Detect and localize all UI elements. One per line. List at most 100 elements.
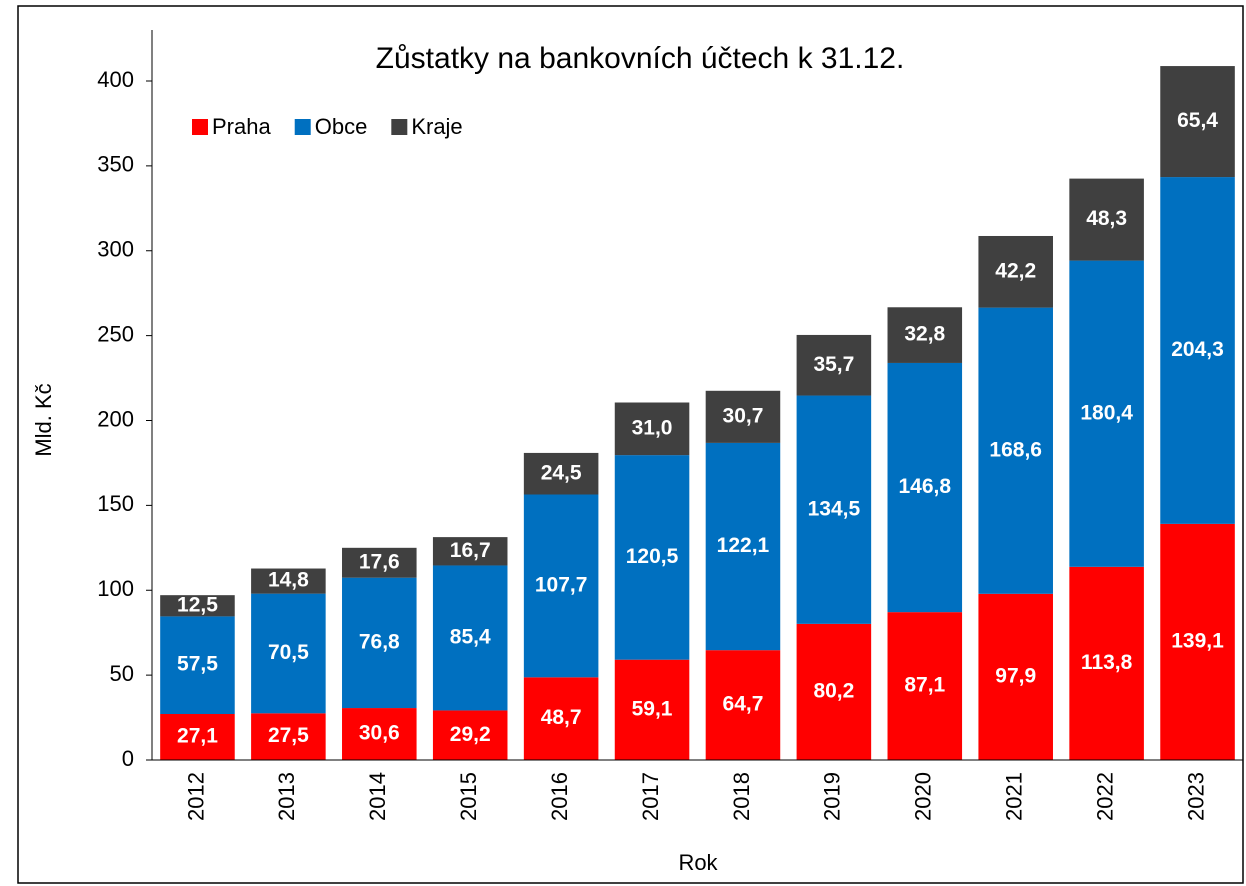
bar-segment (523, 677, 599, 760)
legend-swatch (192, 119, 208, 135)
x-tick-label: 2012 (183, 772, 208, 821)
data-label: 27,5 (268, 724, 309, 747)
bar-segment (432, 710, 508, 760)
bar-segment (160, 616, 235, 714)
legend-swatch (294, 119, 311, 135)
data-label: 139,1 (1171, 629, 1224, 652)
data-label: 204,3 (1171, 338, 1224, 361)
bar-segment (978, 593, 1053, 760)
data-label: 32,8 (904, 323, 945, 346)
data-label: 35,7 (813, 353, 854, 376)
legend-label: Praha (212, 114, 271, 139)
y-tick-label: 250 (97, 321, 134, 346)
bar-segment (705, 390, 781, 443)
bar-segment (251, 593, 326, 714)
data-label: 122,1 (717, 534, 770, 557)
bar-segment (614, 659, 690, 760)
data-label: 65,4 (1177, 109, 1218, 132)
bar-segment (1160, 66, 1235, 178)
y-tick-label: 400 (97, 67, 134, 92)
bar-segment (705, 442, 781, 651)
bar-segment (887, 612, 963, 760)
y-tick-label: 350 (97, 152, 134, 177)
x-tick-label: 2016 (547, 772, 572, 821)
bar-segment (1160, 523, 1235, 760)
data-label: 24,5 (541, 461, 582, 484)
data-label: 16,7 (450, 539, 491, 562)
data-label: 30,7 (723, 404, 764, 427)
bar-segment (342, 708, 417, 760)
data-label: 87,1 (904, 674, 945, 697)
x-tick-label: 2014 (365, 772, 390, 821)
y-tick-label: 0 (122, 746, 134, 771)
bar-segment (614, 455, 690, 660)
bar-segment (705, 650, 781, 760)
bar-segment (432, 565, 508, 711)
bar-segment (796, 395, 872, 624)
data-label: 30,6 (359, 722, 400, 745)
data-label: 31,0 (632, 416, 673, 439)
x-tick-label: 2019 (820, 772, 845, 821)
chart-title: Zůstatky na bankovních účtech k 31.12. (376, 42, 905, 75)
bar-segment (978, 307, 1053, 594)
data-label: 14,8 (268, 569, 309, 592)
y-tick-label: 200 (97, 406, 134, 431)
bar-segment (523, 494, 599, 678)
x-tick-label: 2015 (456, 772, 481, 821)
x-tick-label: 2017 (638, 772, 663, 821)
x-tick-label: 2022 (1092, 772, 1117, 821)
x-tick-label: 2013 (274, 772, 299, 821)
bar-segment (796, 623, 872, 760)
bar-segment (251, 568, 326, 594)
bar-segment (251, 713, 326, 760)
x-tick-label: 2021 (1002, 772, 1027, 821)
legend-label: Kraje (411, 114, 462, 139)
y-tick-label: 50 (110, 661, 134, 686)
data-label: 64,7 (723, 693, 764, 716)
y-tick-label: 150 (97, 491, 134, 516)
bar-segment (342, 547, 417, 578)
bar-segment (160, 595, 235, 617)
x-tick-label: 2020 (911, 772, 936, 821)
x-tick-label: 2023 (1183, 772, 1208, 821)
data-label: 57,5 (177, 653, 218, 676)
data-label: 76,8 (359, 630, 400, 653)
bar-segment (1069, 566, 1144, 760)
data-label: 48,7 (541, 706, 582, 729)
bar-segment (523, 452, 599, 495)
bar-segment (887, 362, 963, 613)
data-label: 70,5 (268, 641, 309, 664)
data-label: 168,6 (989, 438, 1042, 461)
bar-segment (614, 402, 690, 456)
data-label: 48,3 (1086, 207, 1127, 230)
data-label: 27,1 (177, 725, 218, 748)
bar-segment (342, 577, 417, 709)
legend-swatch (391, 119, 408, 135)
x-tick-label: 2018 (729, 772, 754, 821)
data-label: 134,5 (808, 497, 861, 520)
data-label: 97,9 (995, 664, 1036, 687)
y-axis-label: Mld. Kč (31, 383, 56, 456)
bar-segment (887, 307, 963, 363)
data-label: 107,7 (535, 573, 588, 596)
bar-segment (978, 235, 1053, 308)
data-label: 59,1 (632, 697, 673, 720)
data-label: 120,5 (626, 545, 679, 568)
x-axis-label: Rok (678, 850, 718, 875)
data-label: 85,4 (450, 625, 491, 648)
data-label: 12,5 (177, 593, 218, 616)
data-label: 180,4 (1080, 401, 1133, 424)
data-label: 42,2 (995, 259, 1036, 282)
y-tick-label: 100 (97, 576, 134, 601)
data-label: 113,8 (1081, 651, 1133, 674)
bar-segment (1160, 177, 1235, 524)
data-label: 17,6 (359, 550, 400, 573)
y-tick-label: 300 (97, 237, 134, 262)
data-label: 146,8 (899, 475, 952, 498)
bar-segment (1069, 178, 1144, 261)
bar-segment (432, 537, 508, 566)
bar-segment (160, 713, 235, 760)
legend-label: Obce (315, 114, 368, 139)
data-label: 80,2 (813, 679, 854, 702)
